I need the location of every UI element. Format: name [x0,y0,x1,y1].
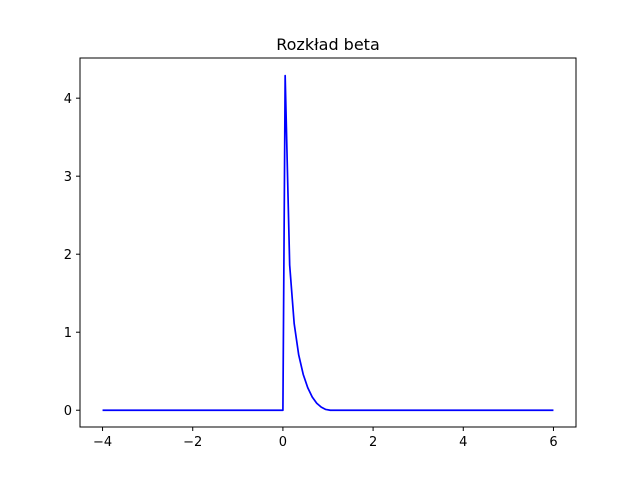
x-tick-label: −2 [183,435,202,450]
x-tick-label: 4 [459,435,467,450]
plot-area [102,74,554,412]
x-tick-label: 6 [549,435,557,450]
y-tick-label: 4 [64,92,72,107]
y-axis: 0 1 2 3 4 [64,92,80,419]
chart-title: Rozkład beta [276,35,380,54]
x-tick-label: 0 [279,435,287,450]
x-axis: −4 −2 0 2 4 6 [93,427,558,450]
x-tick-label: 2 [369,435,377,450]
y-tick-label: 3 [64,170,72,185]
y-tick-label: 2 [64,248,72,263]
x-tick-label: −4 [93,435,112,450]
axes-frame [79,57,577,428]
y-tick-label: 0 [64,404,72,419]
series-line-0 [102,74,554,412]
y-tick-label: 1 [64,326,72,341]
